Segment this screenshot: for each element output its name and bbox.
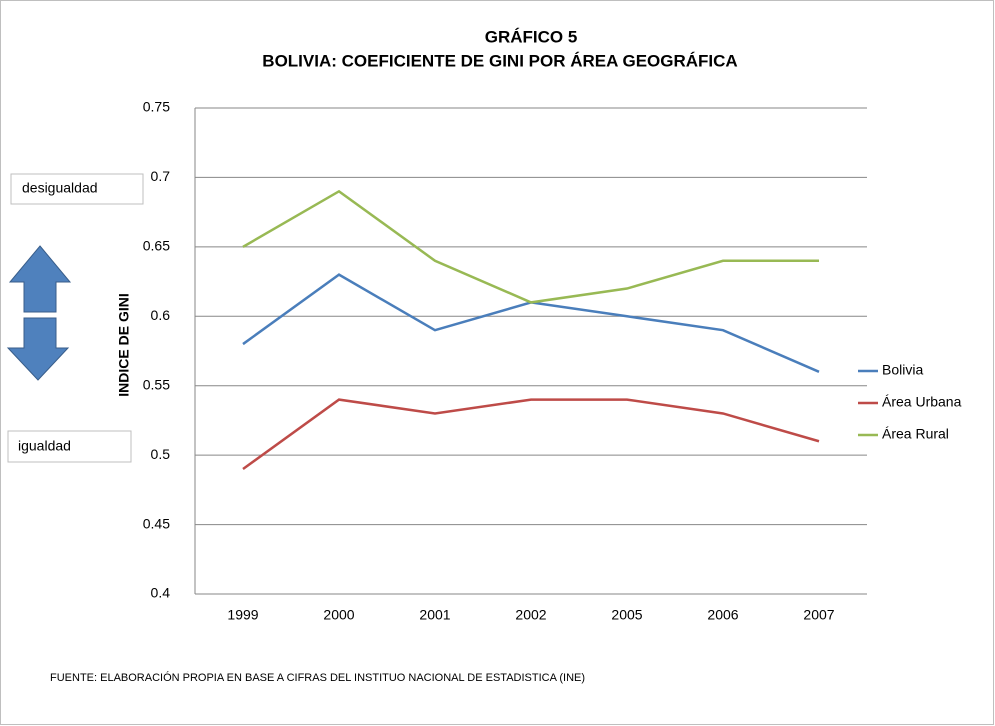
legend-label: Bolivia — [882, 362, 923, 378]
annotation: desigualdad — [22, 180, 98, 196]
y-tick-label: 0.45 — [143, 515, 170, 531]
arrow-down — [6, 317, 70, 381]
arrow-up — [8, 245, 72, 313]
y-tick-label: 0.5 — [151, 446, 171, 462]
annotation-box — [10, 173, 144, 205]
x-tick-label: 2007 — [803, 607, 834, 623]
series-line — [242, 189, 819, 304]
annotation: igualdad — [18, 438, 71, 454]
series-line — [242, 398, 820, 471]
legend-label: Área Urbana — [882, 394, 962, 410]
y-tick-label: 0.55 — [143, 376, 170, 392]
y-axis-label: INDICE DE GINI — [116, 293, 132, 396]
chart-subtitle: BOLIVIA: COEFICIENTE DE GINI POR ÁREA GE… — [262, 51, 737, 70]
y-tick-label: 0.7 — [151, 168, 171, 184]
x-tick-label: 2006 — [707, 607, 738, 623]
x-tick-label: 2002 — [515, 607, 546, 623]
chart-title: GRÁFICO 5 — [485, 27, 578, 46]
y-tick-label: 0.6 — [151, 307, 171, 323]
legend-label: Área Rural — [882, 426, 949, 442]
x-tick-label: 2001 — [419, 607, 450, 623]
y-tick-label: 0.65 — [143, 238, 170, 254]
y-tick-label: 0.4 — [151, 585, 171, 601]
x-tick-label: 2005 — [611, 607, 642, 623]
x-tick-label: 2000 — [323, 607, 354, 623]
x-tick-label: 1999 — [227, 607, 258, 623]
source-note: FUENTE: ELABORACIÓN PROPIA EN BASE A CIF… — [50, 671, 585, 684]
y-tick-label: 0.75 — [143, 99, 170, 115]
annotation-box — [7, 430, 132, 463]
